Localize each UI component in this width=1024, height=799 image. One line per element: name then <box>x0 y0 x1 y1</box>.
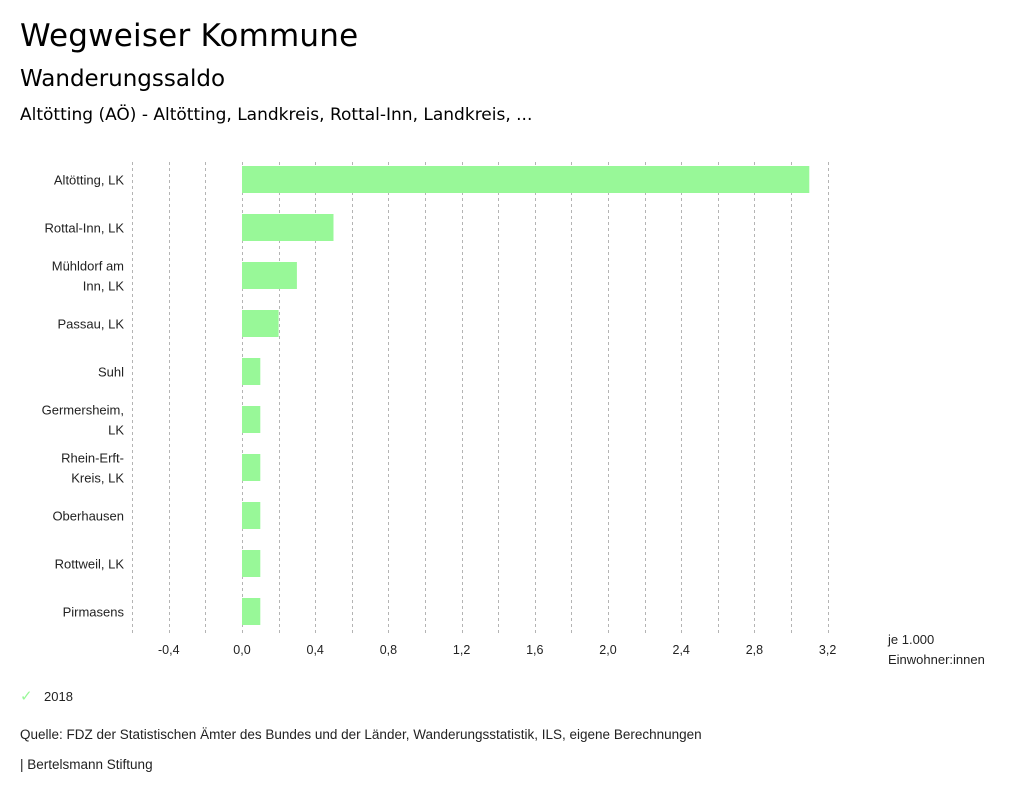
bar-3[interactable] <box>242 310 279 337</box>
category-label: Rottal-Inn, LK <box>45 221 125 236</box>
category-label: Altötting, LK <box>54 173 124 188</box>
legend-label: 2018 <box>44 688 73 704</box>
x-tick-label: 0,0 <box>233 643 250 657</box>
category-label: Suhl <box>98 365 124 380</box>
bar-7[interactable] <box>242 502 261 529</box>
x-tick-label: -0,4 <box>158 643 180 657</box>
category-labels: Altötting, LK Rottal-Inn, LK Mühldorf am In… <box>42 173 125 620</box>
x-tick-label: 2,4 <box>673 643 690 657</box>
category-label: Oberhausen <box>52 509 124 524</box>
category-label: Rhein-Erft- <box>61 451 124 466</box>
x-tick-labels: -0,4 0,0 0,4 0,8 1,2 1,6 2,0 2,4 2,8 3,2 <box>158 643 836 657</box>
bar-4[interactable] <box>242 358 261 385</box>
category-label: Pirmasens <box>63 605 125 620</box>
category-label: Germersheim, <box>42 403 124 418</box>
bar-0[interactable] <box>242 166 810 193</box>
x-axis-unit-label: je 1.000 Einwohner:innen <box>888 630 985 670</box>
category-label: Rottweil, LK <box>55 557 125 572</box>
bar-2[interactable] <box>242 262 297 289</box>
chart-subtitle: Wanderungssaldo <box>20 66 226 92</box>
category-label: Inn, LK <box>83 279 125 294</box>
bars <box>242 166 810 625</box>
x-tick-label: 3,2 <box>819 643 836 657</box>
category-label: Mühldorf am <box>52 259 124 274</box>
unit-line-2: Einwohner:innen <box>888 652 985 667</box>
category-label: Passau, LK <box>58 317 125 332</box>
bar-chart: Altötting, LK Rottal-Inn, LK Mühldorf am In… <box>42 162 836 657</box>
x-tick-label: 1,6 <box>526 643 543 657</box>
credit-note: | Bertelsmann Stiftung <box>20 757 153 772</box>
category-label: LK <box>108 423 124 438</box>
check-icon: ✓ <box>20 688 33 705</box>
x-tick-label: 2,0 <box>599 643 616 657</box>
x-tick-label: 0,8 <box>380 643 397 657</box>
x-tick-label: 2,8 <box>746 643 763 657</box>
bar-8[interactable] <box>242 550 261 577</box>
legend-item-2018[interactable]: ✓ 2018 <box>20 687 73 705</box>
x-tick-label: 0,4 <box>307 643 324 657</box>
x-tick-label: 1,2 <box>453 643 470 657</box>
region-selector-label[interactable]: Altötting (AÖ) - Altötting, Landkreis, R… <box>20 105 533 125</box>
source-note: Quelle: FDZ der Statistischen Ämter des … <box>20 727 702 742</box>
gridlines <box>132 162 829 636</box>
bar-6[interactable] <box>242 454 261 481</box>
page-title: Wegweiser Kommune <box>20 18 359 54</box>
bar-5[interactable] <box>242 406 261 433</box>
bar-9[interactable] <box>242 598 261 625</box>
category-label: Kreis, LK <box>71 471 124 486</box>
unit-line-1: je 1.000 <box>888 632 935 647</box>
bar-1[interactable] <box>242 214 334 241</box>
